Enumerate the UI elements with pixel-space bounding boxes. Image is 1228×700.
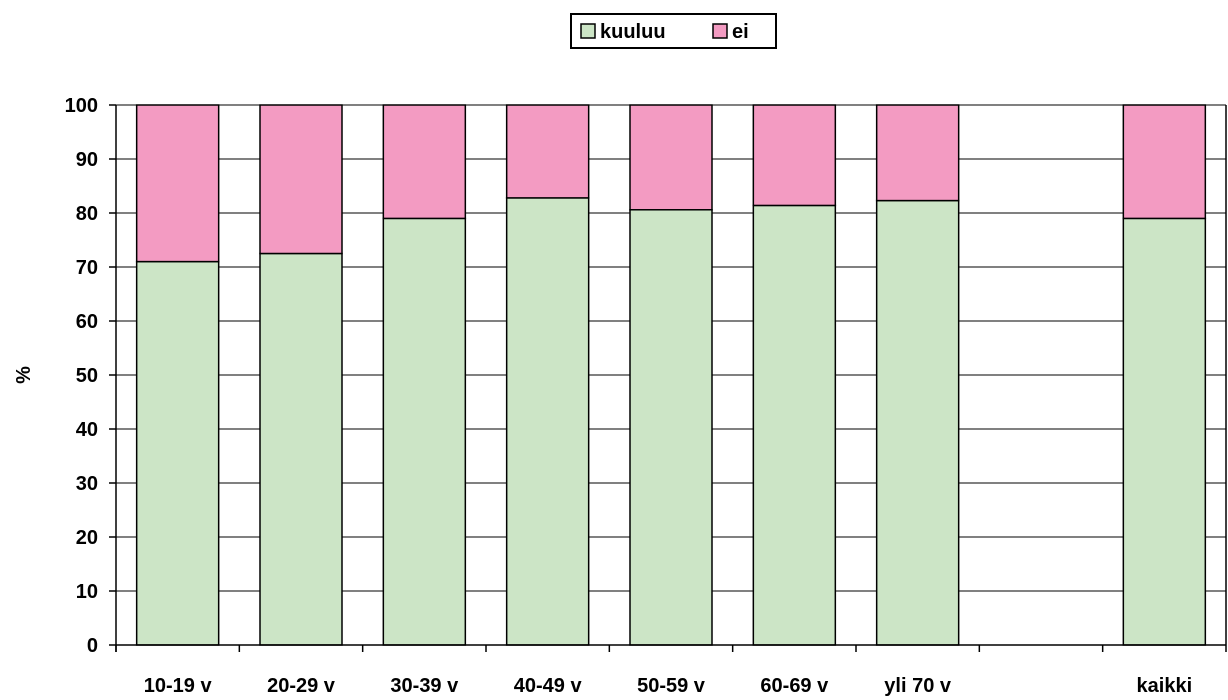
bars [135,104,1207,646]
y-tick-label: 20 [76,527,98,549]
y-tick-label: 0 [87,635,98,657]
y-tick-label: 10 [76,581,98,603]
y-tick-label: 70 [76,257,98,279]
bar-ei [135,104,220,263]
legend-swatch-kuuluu [580,23,596,39]
legend-frame [570,13,777,49]
y-tick-label: 60 [76,311,98,333]
bar-kuuluu [135,260,220,646]
x-tick-label: 10-19 v [144,675,213,697]
bar-kuuluu [382,217,467,646]
legend-swatch-ei [712,23,728,39]
bar-kuuluu [752,204,837,646]
bar-ei [259,104,343,255]
y-tick-labels: 0 10 20 30 40 50 60 70 80 90 100 [65,95,98,657]
x-tick-label: kaikki [1137,675,1193,697]
y-tick-label: 80 [76,203,98,225]
bar-kuuluu [505,197,590,646]
y-tick-label: 100 [65,95,98,117]
bar-kuuluu [875,199,960,646]
bar-kuuluu [1122,217,1207,646]
y-tick-label: 90 [76,149,98,171]
bar-ei [505,104,590,199]
axes [109,104,1227,652]
bar-ei [629,104,713,211]
x-tick-label: 60-69 v [760,675,829,697]
x-tick-label: 40-49 v [514,675,583,697]
y-tick-label: 40 [76,419,98,441]
bar-kuuluu [259,252,343,646]
bar-ei [875,104,960,202]
legend: kuuluu ei [570,13,777,49]
bar-kuuluu [629,209,713,646]
y-tick-label: 50 [76,365,98,387]
y-axis-title: % [13,366,35,384]
bar-ei [752,104,837,207]
x-tick-label: yli 70 v [884,675,952,697]
x-tick-labels: 10-19 v 20-29 v 30-39 v 40-49 v 50-59 v 60-69… [144,675,1192,697]
y-tick-label: 30 [76,473,98,495]
legend-label-kuuluu: kuuluu [600,21,666,43]
x-tick-label: 20-29 v [267,675,336,697]
legend-label-ei: ei [732,21,749,43]
x-tick-label: 50-59 v [637,675,706,697]
bar-ei [382,104,467,220]
bar-ei [1122,104,1207,220]
x-tick-label: 30-39 v [390,675,459,697]
